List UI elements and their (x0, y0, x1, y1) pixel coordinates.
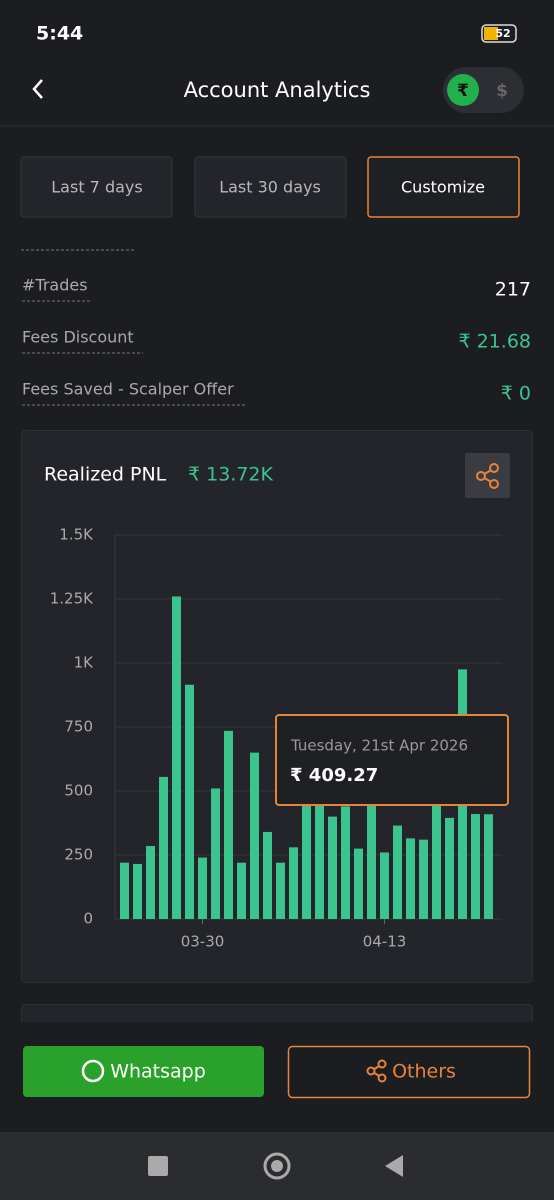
tooltip (275, 714, 509, 806)
whatsapp-label: Whatsapp (110, 1061, 206, 1083)
bar (198, 857, 207, 919)
bar (432, 803, 441, 919)
bar (237, 862, 246, 919)
share-icon (489, 463, 499, 473)
y-tick-label: 0 (83, 910, 93, 928)
tab-label: Last 7 days (51, 178, 142, 197)
chart: 0 250 500 750 1K 1.25K 1.5K 03-30 04-13 Tuesday, … (50, 526, 509, 951)
nav-home-dot (271, 1160, 283, 1172)
tab-label: Last 30 days (219, 178, 321, 197)
stat-label: #Trades (22, 276, 88, 295)
currency-rupee: ₹ (457, 81, 469, 101)
bar (289, 847, 298, 919)
others-icon (377, 1073, 387, 1083)
bar (250, 752, 259, 919)
bar (380, 852, 389, 919)
currency-dollar: $ (496, 81, 508, 101)
bar (445, 817, 454, 919)
battery-text: 52 (495, 27, 510, 40)
others-button[interactable] (287, 1045, 531, 1099)
chart-card (21, 430, 533, 983)
back-button[interactable] (32, 79, 43, 99)
bar (185, 684, 194, 919)
battery-level (484, 27, 498, 40)
bar (341, 806, 350, 919)
tab[interactable] (194, 156, 347, 218)
y-tick-label: 500 (64, 782, 93, 800)
y-tick-label: 750 (64, 718, 93, 736)
tab[interactable] (20, 156, 173, 218)
bar (406, 838, 415, 919)
stat-label: Fees Discount (22, 328, 134, 347)
stat-value: ₹ 0 (501, 383, 531, 405)
others-label: Others (392, 1061, 456, 1083)
bar (211, 788, 220, 919)
others-icon (366, 1066, 376, 1076)
stat-value: ₹ 21.68 (458, 331, 531, 353)
tab-label: Customize (401, 178, 485, 197)
bar (471, 814, 480, 919)
tab-active[interactable] (367, 156, 520, 218)
bar (367, 803, 376, 919)
bar (159, 776, 168, 919)
share-bg[interactable] (465, 453, 510, 498)
y-tick-label: 1.5K (59, 526, 94, 544)
bar (172, 596, 181, 919)
others-icon (377, 1059, 387, 1069)
chart-title: Realized PNL (44, 464, 167, 486)
stat-value: 217 (495, 279, 531, 301)
share-icon (476, 471, 486, 481)
tooltip-title: Tuesday, 21st Apr 2026 (290, 737, 468, 755)
nav-recents[interactable] (148, 1156, 168, 1176)
nav-home[interactable] (263, 1152, 291, 1180)
bar (133, 863, 142, 919)
bar (146, 846, 155, 919)
bar (315, 803, 324, 919)
x-tick-label: 03-30 (181, 933, 225, 951)
chart-total: ₹ 13.72K (188, 464, 274, 486)
battery-icon (481, 24, 517, 43)
nav-back[interactable] (385, 1155, 403, 1177)
bar (224, 730, 233, 919)
bar (393, 825, 402, 919)
bar (328, 816, 337, 919)
bar (120, 862, 129, 919)
whatsapp-icon (81, 1059, 105, 1083)
currency-active[interactable] (447, 74, 479, 106)
x-tick-label: 04-13 (363, 933, 407, 951)
bar (484, 814, 493, 919)
share-icon (489, 479, 499, 489)
share-button[interactable] (465, 453, 510, 498)
bar (419, 839, 428, 919)
bar (354, 848, 363, 919)
time: 5:44 (36, 23, 83, 45)
bar (263, 831, 272, 919)
y-tick-label: 1.25K (50, 590, 94, 608)
bar (276, 862, 285, 919)
y-tick-label: 250 (64, 846, 93, 864)
stat-label: Fees Saved - Scalper Offer (22, 380, 234, 399)
page-title: Account Analytics (184, 78, 371, 102)
y-tick-label: 1K (74, 654, 95, 672)
whatsapp-button[interactable] (23, 1046, 264, 1097)
tooltip-value: ₹ 409.27 (290, 765, 378, 786)
bar (302, 803, 311, 919)
